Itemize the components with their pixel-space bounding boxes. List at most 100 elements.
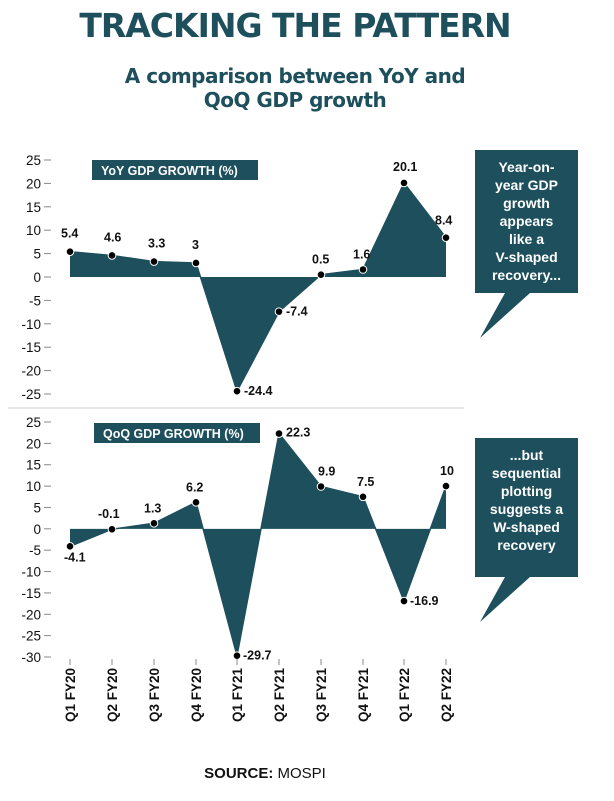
callout-line: sequential [492, 465, 561, 481]
y-tick-label: 5 [33, 247, 41, 262]
data-point [107, 524, 117, 534]
data-label: 0.5 [312, 253, 329, 267]
x-tick-label: Q1 FY20 [63, 668, 78, 722]
y-tick-label: -5 [29, 543, 41, 558]
data-point [65, 542, 75, 551]
series-label-box [94, 423, 260, 443]
callout-line: ...but [510, 447, 544, 463]
series-label: QoQ GDP GROWTH (%) [103, 427, 244, 441]
callout-line: Year-on- [498, 159, 554, 175]
subtitle-line-1: A comparison between YoY and [124, 64, 466, 88]
y-tick-label: -30 [21, 650, 41, 665]
callout-line: W-shaped [493, 519, 560, 535]
series-area [70, 182, 446, 392]
y-tick-label: 15 [26, 458, 41, 473]
data-point [191, 258, 201, 268]
data-point [232, 651, 242, 661]
y-tick-label: -20 [21, 607, 41, 622]
callout-line: suggests a [490, 501, 563, 517]
series-line [69, 181, 447, 394]
data-label: 5.4 [61, 227, 78, 241]
callout-line: year GDP [495, 177, 558, 193]
callout-tail [480, 577, 530, 622]
x-tick-label: Q4 FY20 [189, 668, 204, 722]
data-point [191, 498, 201, 507]
page-subtitle: A comparison between YoY and QoQ GDP gro… [60, 64, 530, 112]
data-point [274, 307, 284, 316]
data-label: -16.9 [410, 594, 439, 608]
y-tick-label: -15 [21, 586, 41, 601]
data-point [441, 233, 451, 242]
data-label: 3 [192, 238, 199, 252]
y-tick-label: 25 [26, 153, 41, 168]
source-label: SOURCE: [204, 765, 274, 782]
data-point [65, 247, 75, 257]
data-label: -24.4 [244, 384, 273, 398]
callout-tail [480, 293, 530, 338]
x-tick-label: Q4 FY21 [356, 668, 371, 723]
y-tick-label: 0 [33, 270, 41, 285]
x-tick-label: Q1 FY21 [230, 668, 245, 723]
data-point [149, 257, 159, 266]
data-point [316, 482, 326, 491]
callout-line: V-shaped [495, 249, 557, 265]
y-tick-label: -10 [21, 565, 41, 580]
data-label: 4.6 [104, 230, 121, 244]
y-tick-label: 25 [26, 415, 41, 430]
callout-box [475, 150, 578, 293]
data-point [358, 492, 368, 502]
y-tick-label: 5 [33, 500, 41, 515]
data-label: 10 [440, 464, 454, 478]
x-tick-label: Q3 FY20 [147, 668, 162, 722]
data-label: 6.2 [186, 480, 203, 494]
data-point [232, 386, 242, 396]
data-label: -0.1 [98, 507, 120, 521]
source-value: MOSPI [277, 765, 326, 782]
data-point [358, 265, 368, 274]
series-label: YoY GDP GROWTH (%) [101, 164, 238, 178]
data-point [399, 596, 409, 606]
x-tick-label: Q1 FY22 [397, 668, 412, 722]
data-point [441, 481, 451, 491]
y-tick-label: -10 [21, 317, 41, 332]
data-label: 1.3 [144, 501, 161, 515]
data-point [316, 270, 326, 279]
y-tick-label: 20 [26, 176, 41, 191]
data-point [399, 178, 409, 188]
series-line [69, 431, 447, 656]
data-label: 9.9 [318, 465, 335, 479]
chart-panel-1: 25 20 15 10 5 0 -5 -10 -15 -20 -25 5.4 4.6 3.3 3 -24.4 -… [21, 150, 578, 402]
y-tick-label: 20 [26, 436, 41, 451]
series-label-box [92, 160, 258, 180]
source-line: SOURCE: MOSPI [0, 765, 530, 782]
data-label: 22.3 [286, 426, 310, 440]
data-label: -29.7 [243, 649, 272, 663]
callout-line: recovery [497, 537, 556, 553]
y-tick-label: -15 [21, 340, 41, 355]
y-tick-label: -20 [21, 364, 41, 379]
y-tick-label: 10 [26, 223, 41, 238]
callout-line: recovery... [492, 267, 561, 283]
x-tick-label: Q3 FY21 [314, 668, 329, 723]
y-tick-label: 15 [26, 200, 41, 215]
y-tick-label: -25 [21, 387, 41, 402]
data-label: 3.3 [148, 237, 165, 251]
callout-line: growth [503, 195, 550, 211]
x-tick-label: Q2 FY20 [105, 668, 120, 722]
x-tick-label: Q2 FY21 [272, 668, 287, 723]
data-label: 8.4 [435, 214, 452, 228]
y-tick-label: -5 [29, 293, 41, 308]
callout-line: like a [509, 231, 544, 247]
chart-panel-2: 25 20 15 10 5 0 -5 -10 -15 -20 -25 -30 -4.1 -0.1 1.3 6.… [21, 415, 578, 665]
data-point [274, 429, 284, 438]
y-tick-label: -25 [21, 629, 41, 644]
data-label: 20.1 [393, 160, 417, 174]
callout-box [475, 438, 578, 577]
data-label: 7.5 [357, 475, 374, 489]
callout-line: plotting [501, 483, 552, 499]
page-title: TRACKING THE PATTERN [79, 6, 511, 45]
x-tick-label: Q2 FY22 [439, 668, 454, 722]
data-point [149, 518, 159, 528]
